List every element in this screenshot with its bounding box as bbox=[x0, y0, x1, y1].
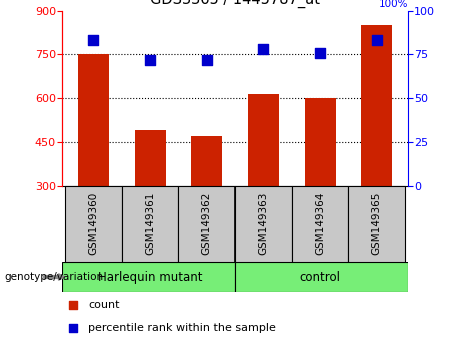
FancyBboxPatch shape bbox=[235, 262, 408, 292]
Point bbox=[326, 220, 333, 226]
Text: control: control bbox=[300, 270, 341, 284]
Text: 100%: 100% bbox=[378, 0, 408, 9]
Text: percentile rank within the sample: percentile rank within the sample bbox=[88, 323, 276, 333]
Text: Harlequin mutant: Harlequin mutant bbox=[98, 270, 202, 284]
FancyBboxPatch shape bbox=[65, 186, 122, 262]
FancyBboxPatch shape bbox=[62, 262, 235, 292]
Point bbox=[373, 38, 380, 43]
Bar bbox=[248, 94, 279, 186]
Text: GSM149364: GSM149364 bbox=[315, 192, 325, 255]
Bar bbox=[78, 55, 109, 186]
Point bbox=[203, 57, 211, 63]
Point bbox=[316, 50, 324, 56]
Text: GSM149363: GSM149363 bbox=[259, 192, 268, 255]
Bar bbox=[305, 98, 336, 186]
FancyBboxPatch shape bbox=[349, 186, 405, 262]
Point bbox=[326, 11, 333, 17]
FancyBboxPatch shape bbox=[178, 186, 235, 262]
FancyBboxPatch shape bbox=[235, 186, 292, 262]
Text: GSM149365: GSM149365 bbox=[372, 192, 382, 255]
FancyBboxPatch shape bbox=[292, 186, 349, 262]
Bar bbox=[191, 136, 222, 186]
Text: GSM149361: GSM149361 bbox=[145, 192, 155, 255]
Text: GSM149362: GSM149362 bbox=[202, 192, 212, 255]
FancyBboxPatch shape bbox=[122, 186, 178, 262]
Text: genotype/variation: genotype/variation bbox=[5, 272, 104, 282]
Point bbox=[90, 38, 97, 43]
Bar bbox=[361, 25, 392, 186]
Point bbox=[260, 46, 267, 52]
Bar bbox=[135, 130, 165, 186]
Text: count: count bbox=[88, 300, 120, 310]
Title: GDS3365 / 1445787_at: GDS3365 / 1445787_at bbox=[150, 0, 320, 8]
Point bbox=[147, 57, 154, 63]
Text: GSM149360: GSM149360 bbox=[89, 192, 98, 255]
